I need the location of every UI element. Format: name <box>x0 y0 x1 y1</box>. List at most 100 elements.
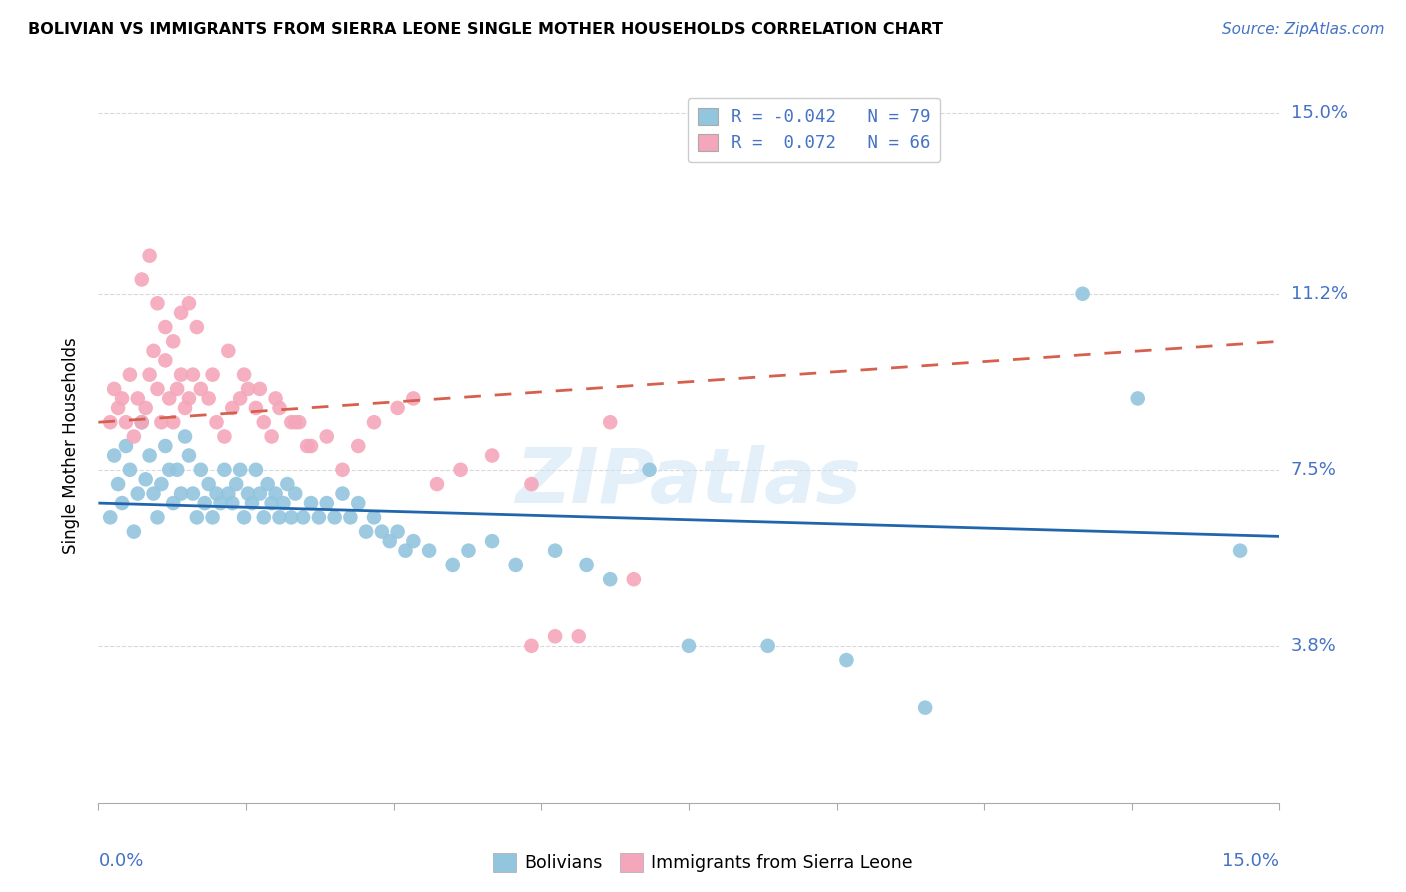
Point <box>520 639 543 653</box>
Point <box>181 368 204 382</box>
Point <box>240 496 263 510</box>
Point <box>166 382 188 396</box>
Point <box>162 496 184 510</box>
Point <box>284 415 307 429</box>
Point <box>122 524 145 539</box>
Legend: Bolivians, Immigrants from Sierra Leone: Bolivians, Immigrants from Sierra Leone <box>486 846 920 879</box>
Point <box>332 463 354 477</box>
Point <box>107 401 129 415</box>
Point <box>122 429 145 443</box>
Point <box>505 558 527 572</box>
Point <box>138 449 160 463</box>
Point <box>157 463 180 477</box>
Point <box>127 392 149 406</box>
Point <box>115 439 138 453</box>
Point <box>280 415 302 429</box>
Point <box>162 415 184 429</box>
Point <box>209 496 232 510</box>
Point <box>914 700 936 714</box>
Text: Source: ZipAtlas.com: Source: ZipAtlas.com <box>1222 22 1385 37</box>
Point <box>418 543 440 558</box>
Point <box>221 401 243 415</box>
Point <box>170 486 193 500</box>
Point <box>249 382 271 396</box>
Point <box>205 486 228 500</box>
Point <box>221 496 243 510</box>
Point <box>387 401 409 415</box>
Point <box>299 439 322 453</box>
Point <box>426 477 449 491</box>
Point <box>599 415 621 429</box>
Point <box>315 429 337 443</box>
Point <box>284 486 307 500</box>
Point <box>245 463 267 477</box>
Point <box>264 392 287 406</box>
Point <box>1126 392 1149 406</box>
Point <box>387 524 409 539</box>
Point <box>288 415 311 429</box>
Point <box>157 392 180 406</box>
Point <box>273 496 295 510</box>
Point <box>269 401 291 415</box>
Point <box>146 510 169 524</box>
Text: ZIPatlas: ZIPatlas <box>516 445 862 518</box>
Point <box>155 320 177 334</box>
Point <box>236 486 259 500</box>
Point <box>264 486 287 500</box>
Point <box>177 392 200 406</box>
Point <box>378 534 401 549</box>
Point <box>118 463 141 477</box>
Point <box>575 558 598 572</box>
Point <box>450 463 472 477</box>
Point <box>315 496 337 510</box>
Point <box>402 534 425 549</box>
Point <box>155 353 177 368</box>
Point <box>177 296 200 310</box>
Point <box>481 534 503 549</box>
Point <box>166 463 188 477</box>
Point <box>520 477 543 491</box>
Point <box>146 296 169 310</box>
Point <box>174 401 197 415</box>
Point <box>253 415 276 429</box>
Point <box>107 477 129 491</box>
Point <box>299 496 322 510</box>
Point <box>236 382 259 396</box>
Point <box>233 368 256 382</box>
Point <box>599 572 621 586</box>
Point <box>1229 543 1251 558</box>
Point <box>197 477 219 491</box>
Point <box>201 368 224 382</box>
Point <box>280 510 302 524</box>
Point <box>98 510 121 524</box>
Point <box>249 486 271 500</box>
Point <box>177 449 200 463</box>
Point <box>225 477 247 491</box>
Point <box>481 449 503 463</box>
Point <box>347 496 370 510</box>
Point <box>197 392 219 406</box>
Point <box>155 439 177 453</box>
Point <box>260 496 283 510</box>
Point <box>131 415 153 429</box>
Point <box>135 472 157 486</box>
Point <box>103 382 125 396</box>
Point <box>295 439 318 453</box>
Point <box>217 343 239 358</box>
Point <box>111 496 134 510</box>
Point <box>394 543 416 558</box>
Point <box>544 629 567 643</box>
Point <box>127 486 149 500</box>
Point <box>186 510 208 524</box>
Text: 15.0%: 15.0% <box>1291 104 1347 122</box>
Point <box>170 306 193 320</box>
Point <box>835 653 858 667</box>
Point <box>115 415 138 429</box>
Point <box>111 392 134 406</box>
Point <box>142 486 165 500</box>
Point <box>201 510 224 524</box>
Point <box>194 496 217 510</box>
Point <box>138 249 160 263</box>
Point <box>347 439 370 453</box>
Point <box>323 510 346 524</box>
